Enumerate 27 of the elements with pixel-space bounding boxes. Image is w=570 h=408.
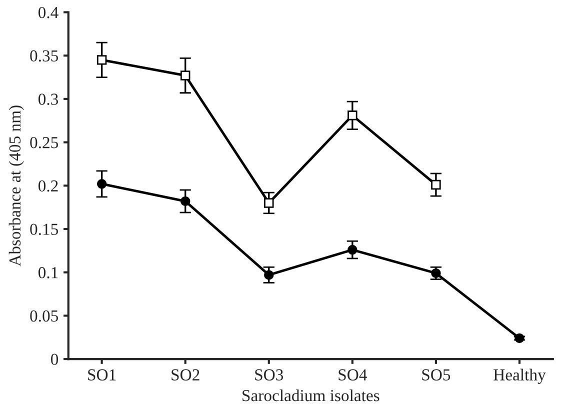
point (180, 70, 190, 80)
point (96, 55, 107, 65)
point (96, 179, 107, 189)
y-tick-label: 0.2 (38, 180, 58, 192)
y-tick-label: 0.4 (38, 6, 58, 18)
point (514, 333, 524, 344)
y-tick-label: 0.15 (30, 224, 58, 236)
y-tick-label: 0.05 (30, 310, 58, 322)
y-tick-label: 0.25 (30, 136, 58, 148)
x-tick-label: Healthy (494, 368, 546, 384)
point (348, 244, 358, 255)
x-tick-label: SO5 (422, 369, 450, 380)
y-axis-title: Absorbance at (405 nm) (8, 106, 24, 266)
point (180, 196, 190, 206)
x-tick-label: SO4 (338, 369, 367, 380)
x-tick-label: SO2 (172, 369, 200, 380)
point (348, 110, 358, 120)
x-tick-label: SO3 (255, 369, 284, 380)
point (431, 180, 441, 190)
point (264, 198, 274, 208)
x-axis-title: Sarocladium isolates (242, 389, 380, 402)
y-tick-label: 0.1 (38, 267, 58, 278)
point (264, 270, 274, 280)
y-tick-label: 0 (50, 354, 58, 365)
x-tick-label: SO1 (88, 369, 116, 380)
y-tick-label: 0.35 (30, 50, 58, 62)
y-tick-label: 0.3 (38, 94, 58, 105)
